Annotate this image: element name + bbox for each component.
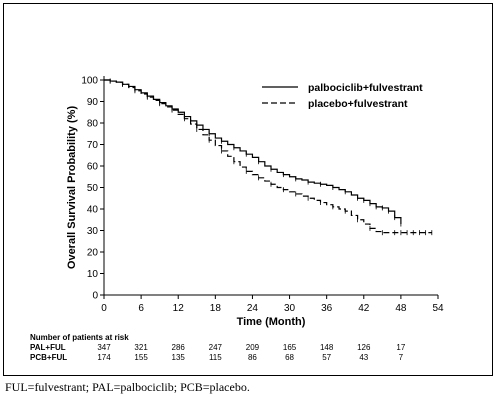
x-tick-label: 24 bbox=[247, 303, 259, 314]
risk-value: 174 bbox=[97, 353, 111, 362]
x-tick-label: 6 bbox=[138, 303, 144, 314]
y-tick-label: 20 bbox=[87, 248, 99, 259]
x-tick-label: 42 bbox=[358, 303, 370, 314]
risk-value: 247 bbox=[209, 343, 223, 352]
x-tick-label: 12 bbox=[173, 303, 185, 314]
risk-value: 126 bbox=[357, 343, 371, 352]
x-tick-label: 36 bbox=[321, 303, 333, 314]
footnote: FUL=fulvestrant; PAL=palbociclib; PCB=pl… bbox=[5, 380, 250, 394]
risk-value: 57 bbox=[322, 353, 331, 362]
risk-value: 148 bbox=[320, 343, 334, 352]
risk-row-label: PAL+FUL bbox=[30, 343, 66, 352]
risk-table-title: Number of patients at risk bbox=[30, 333, 129, 342]
x-tick-label: 0 bbox=[101, 303, 107, 314]
y-tick-label: 100 bbox=[81, 76, 98, 87]
x-axis-title: Time (Month) bbox=[237, 316, 306, 328]
legend-label: placebo+fulvestrant bbox=[308, 98, 408, 110]
risk-value: 68 bbox=[285, 353, 294, 362]
risk-value: 155 bbox=[134, 353, 148, 362]
risk-value: 321 bbox=[134, 343, 148, 352]
x-tick-label: 18 bbox=[210, 303, 222, 314]
risk-value: 17 bbox=[396, 343, 405, 352]
y-tick-label: 60 bbox=[87, 162, 99, 173]
y-tick-label: 0 bbox=[92, 291, 98, 302]
risk-value: 135 bbox=[172, 353, 186, 362]
x-tick-label: 48 bbox=[395, 303, 407, 314]
survival-chart: 0 10 20 30 40 50 60 70 80 90 100 0 6 12 18 24 30 36 42 48 54… bbox=[30, 76, 444, 363]
y-tick-label: 70 bbox=[87, 140, 99, 151]
risk-value: 43 bbox=[359, 353, 368, 362]
risk-value: 7 bbox=[399, 353, 404, 362]
risk-value: 115 bbox=[209, 353, 222, 362]
y-tick-label: 10 bbox=[87, 269, 99, 280]
risk-value: 209 bbox=[246, 343, 260, 352]
y-tick-label: 80 bbox=[87, 119, 99, 130]
risk-value: 286 bbox=[172, 343, 186, 352]
risk-row-label: PCB+FUL bbox=[30, 353, 67, 362]
y-tick-label: 90 bbox=[87, 97, 99, 108]
y-tick-label: 50 bbox=[87, 183, 99, 194]
risk-value: 165 bbox=[283, 343, 297, 352]
x-tick-label: 30 bbox=[284, 303, 296, 314]
x-tick-label: 54 bbox=[432, 303, 444, 314]
y-tick-label: 40 bbox=[87, 205, 99, 216]
y-tick-label: 30 bbox=[87, 226, 99, 237]
risk-value: 86 bbox=[248, 353, 257, 362]
figure-frame: 0 10 20 30 40 50 60 70 80 90 100 0 6 12 18 24 30 36 42 48 54… bbox=[3, 3, 493, 376]
legend-label: palbociclib+fulvestrant bbox=[308, 82, 423, 94]
y-axis-title: Overall Survival Probability (%) bbox=[66, 106, 78, 270]
risk-value: 347 bbox=[97, 343, 111, 352]
